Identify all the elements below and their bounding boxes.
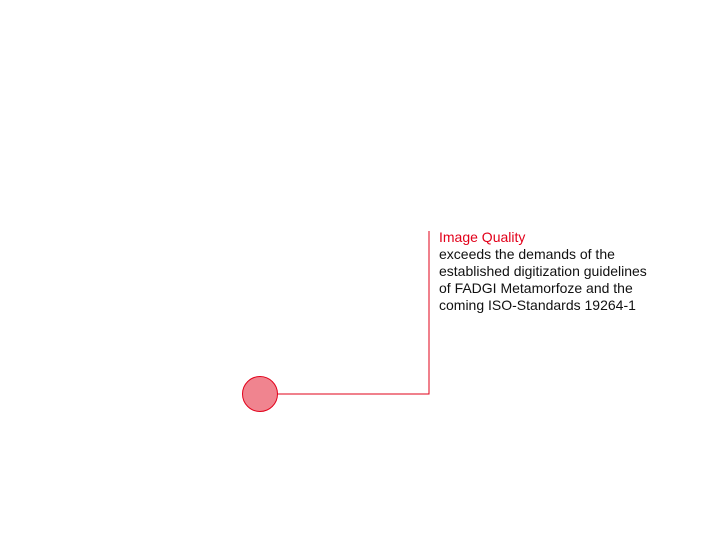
callout-title: Image Quality — [439, 229, 526, 245]
hotspot-marker[interactable] — [242, 376, 278, 412]
callout-body: exceeds the demands of the established d… — [439, 246, 647, 313]
callout-text: Image Quality exceeds the demands of the… — [439, 229, 647, 314]
leader-line — [277, 231, 430, 395]
